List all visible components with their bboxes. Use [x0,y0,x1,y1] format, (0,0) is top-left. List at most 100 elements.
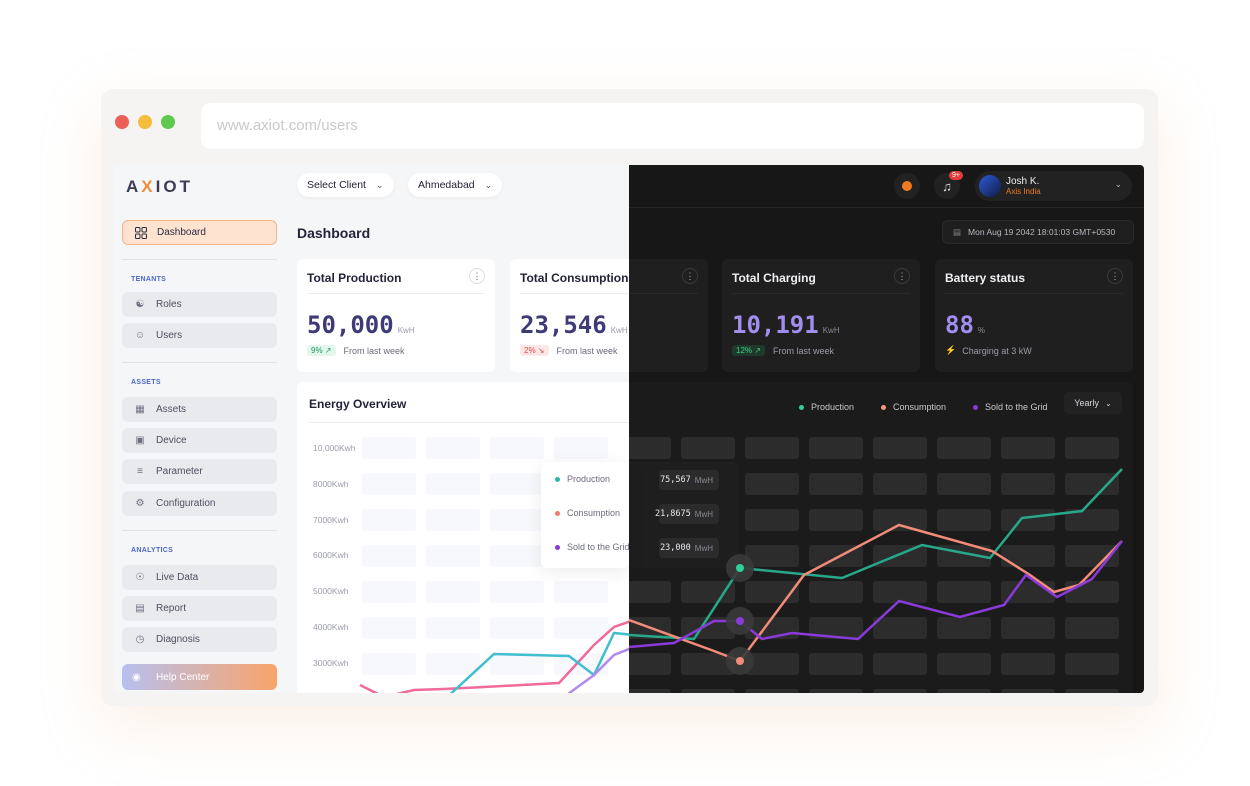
dark-mode-half: ♫ 9+ Josh K. Axis India ⌄ ▤ Mon Aug 19 20… [629,165,1144,693]
grid-cell [362,473,416,495]
sidebar-item-report[interactable]: ▤ Report [122,596,277,621]
production-line [449,631,629,693]
grid-cell [681,653,735,675]
grid-cell [1001,437,1055,459]
grid-cell [426,653,480,675]
grid-cell [554,437,608,459]
theme-toggle-button[interactable] [894,173,920,199]
grid-cell [1001,473,1055,495]
gear-icon: ⚙ [135,498,145,509]
page-title: Dashboard [297,225,371,241]
grid-cell [1001,545,1055,567]
chevron-down-icon: ⌄ [375,179,384,190]
grid-cell [490,437,544,459]
grid-cell [426,437,480,459]
sidebar-item-assets[interactable]: ▦ Assets [122,397,277,422]
sidebar-item-device[interactable]: ▣ Device [122,428,277,453]
bolt-icon: ⚡ [945,345,957,355]
chevron-down-icon: ⌄ [484,179,493,190]
grid-cell [1065,653,1119,675]
grid-cell [809,617,863,639]
grid-cell [629,689,671,693]
grid-cell [362,617,416,639]
legend-consumption[interactable]: Consumption [881,402,946,412]
grid-cell [745,689,799,693]
grid-cell [809,509,863,531]
chevron-down-icon: ⌄ [1104,398,1112,408]
sliders-icon: ≡ [137,466,143,477]
grid-cell [426,545,480,567]
grid-cell [809,689,863,693]
grid-cell [873,653,927,675]
grid-cell [809,437,863,459]
more-options-icon[interactable]: ⋮ [682,268,698,284]
grid-icon [133,225,149,241]
sidebar-item-configuration[interactable]: ⚙ Configuration [122,491,277,516]
help-center-button[interactable]: ◉ Help Center [122,664,277,690]
grid-cell [745,545,799,567]
user-icon: ☺ [134,330,146,341]
sidebar-item-dashboard[interactable]: Dashboard [122,220,277,245]
more-options-icon[interactable]: ⋮ [469,268,485,284]
robot-icon: ◉ [132,671,141,683]
grid-cell [1065,437,1119,459]
legend-sold[interactable]: Sold to the Grid [973,402,1048,412]
device-icon: ▣ [135,435,145,446]
grid-cell [1065,509,1119,531]
close-window-button[interactable] [115,115,129,129]
grid-cell [937,653,991,675]
grid-cell [873,581,927,603]
sidebar-item-diagnosis[interactable]: ◷ Diagnosis [122,627,277,652]
grid-cell [745,437,799,459]
grid-cell [490,653,544,675]
building-icon: ▦ [135,404,145,415]
grid-cell [937,581,991,603]
grid-cell [873,509,927,531]
grid-cell [1065,473,1119,495]
grid-cell [426,617,480,639]
grid-cell [362,581,416,603]
sidebar-item-parameter[interactable]: ≡ Parameter [122,459,277,484]
app-logo[interactable]: AXIOT [126,177,193,196]
grid-cell [745,509,799,531]
period-select[interactable]: Yearly ⌄ [1064,392,1122,414]
chart-icon: ◷ [135,634,145,645]
bell-icon: ♫ [942,178,952,194]
sidebar-item-roles[interactable]: ☯ Roles [122,292,277,317]
grid-cell [1001,653,1055,675]
sidebar-item-live-data[interactable]: ☉ Live Data [122,565,277,590]
maximize-window-button[interactable] [161,115,175,129]
grid-cell [490,617,544,639]
grid-cell [873,473,927,495]
grid-cell [554,581,608,603]
more-options-icon[interactable]: ⋮ [894,268,910,284]
grid-cell [937,473,991,495]
legend-production[interactable]: Production [799,402,854,412]
grid-cell [490,509,544,531]
grid-cell [937,509,991,531]
section-tenants: TENANTS [131,276,167,283]
city-select[interactable]: Ahmedabad ⌄ [408,173,503,197]
card-total-charging: Total Charging ⋮ 10,191 KwH 12% ↗ From las… [722,259,920,372]
app-window: AXIOT Select Client ⌄ Ahmedabad ⌄ Dashboar… [114,165,1144,693]
client-select[interactable]: Select Client ⌄ [297,173,394,197]
grid-cell [681,437,735,459]
grid-cell [937,617,991,639]
consumption-line-dark [629,523,1123,663]
sold-line-dark [629,540,1123,649]
date-display: ▤ Mon Aug 19 2042 18:01:03 GMT+0530 [942,220,1134,244]
tooltip-dark: 75,567 MwH 21,8675 MwH 23,000 MwH [629,462,739,568]
grid-cell [745,473,799,495]
grid-cell [1001,617,1055,639]
minimize-window-button[interactable] [138,115,152,129]
card-total-production: Total Production ⋮ 50,000 KwH 9% ↗ From la… [297,259,495,372]
address-bar[interactable]: www.axiot.com/users [201,103,1144,149]
section-assets: ASSETS [131,379,161,386]
more-options-icon[interactable]: ⋮ [1107,268,1123,284]
user-menu[interactable]: Josh K. Axis India ⌄ [975,171,1132,201]
roles-icon: ☯ [135,299,145,310]
notifications-button[interactable]: ♫ 9+ [934,171,963,199]
production-line-dark [629,468,1123,641]
tooltip: Production Consumption Sold to the Grid [541,462,630,568]
sidebar-item-users[interactable]: ☺ Users [122,323,277,348]
